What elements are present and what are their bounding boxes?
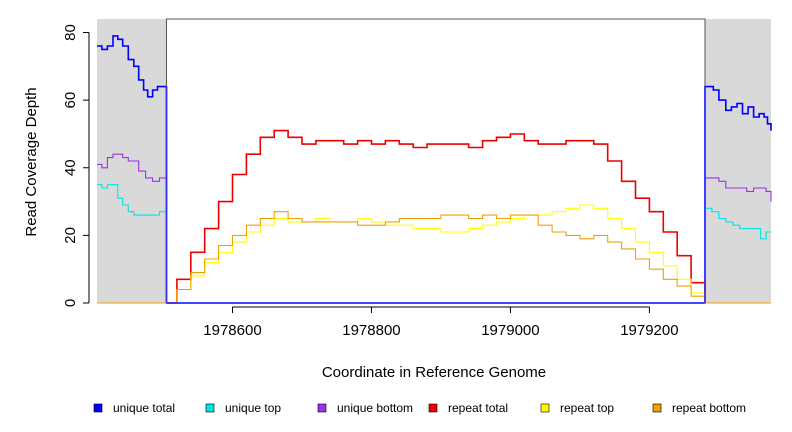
legend-swatch <box>428 403 438 413</box>
x-tick-label: 1979000 <box>481 322 539 339</box>
legend: unique total unique top unique bottom repea… <box>93 401 746 415</box>
shaded-region-1 <box>704 19 771 303</box>
series-layer <box>97 35 772 304</box>
x-tick-label: 1979200 <box>620 322 678 339</box>
x-tick-label: 1978800 <box>342 322 400 339</box>
y-tick-label: 40 <box>62 159 79 176</box>
y-axis-title: Read Coverage Depth <box>23 87 40 236</box>
region-boundary-outline <box>165 18 706 303</box>
y-tick-label: 20 <box>62 227 79 244</box>
legend-label: unique top <box>225 401 281 415</box>
series-line-unique-top <box>97 184 771 304</box>
legend-label: unique bottom <box>337 401 413 415</box>
series-line-repeat-total <box>166 129 706 304</box>
legend-label: repeat bottom <box>672 401 746 415</box>
series-line-repeat-top <box>166 204 706 304</box>
shaded-regions <box>97 19 771 303</box>
legend-label: repeat total <box>448 401 508 415</box>
legend-swatch <box>317 403 327 413</box>
y-tick-label: 80 <box>62 24 79 41</box>
region-boundary <box>165 18 706 304</box>
legend-swatch <box>205 403 215 413</box>
series-line-unique-total <box>97 35 772 304</box>
y-tick-label: 0 <box>62 299 79 307</box>
x-tick-label: 1978600 <box>203 322 261 339</box>
series-line-repeat-bottom <box>97 211 771 304</box>
legend-item-repeat-total: repeat total <box>428 401 508 415</box>
legend-item-unique-total: unique total <box>93 401 175 415</box>
y-tick-label: 60 <box>62 92 79 109</box>
legend-swatch <box>652 403 662 413</box>
legend-swatch <box>93 403 103 413</box>
axes: 0 20 40 60 80 1978600 1978800 1979000 1979200 <box>62 24 679 339</box>
legend-item-repeat-top: repeat top <box>540 401 614 415</box>
legend-item-unique-bottom: unique bottom <box>317 401 413 415</box>
legend-label: repeat top <box>560 401 614 415</box>
legend-label: unique total <box>113 401 175 415</box>
x-axis-title: Coordinate in Reference Genome <box>322 364 546 381</box>
legend-item-repeat-bottom: repeat bottom <box>652 401 746 415</box>
legend-item-unique-top: unique top <box>205 401 281 415</box>
legend-swatch <box>540 403 550 413</box>
